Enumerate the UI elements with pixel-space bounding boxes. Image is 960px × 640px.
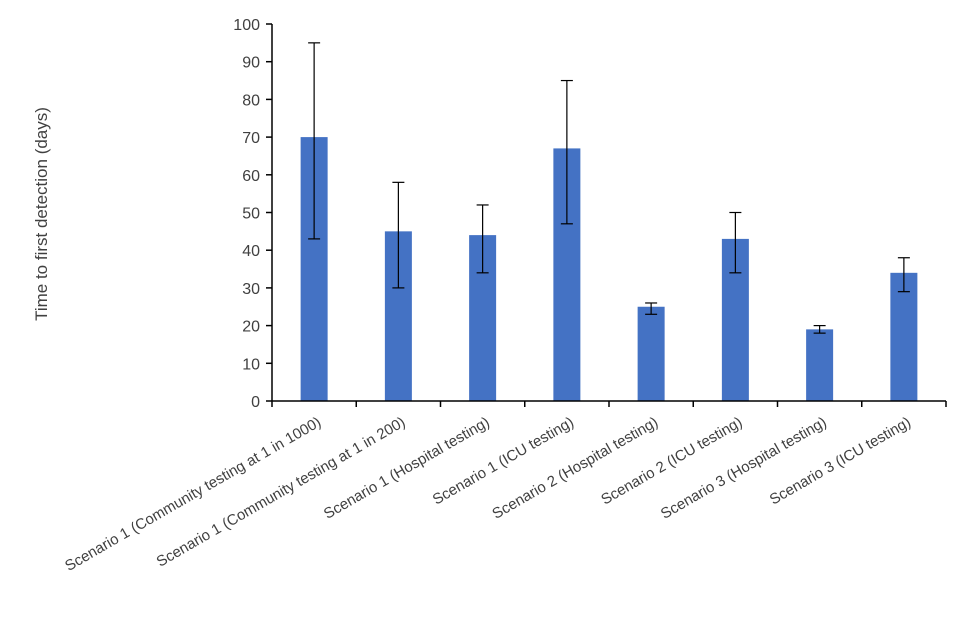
x-tick-label: Scenario 3 (Hospital testing) — [658, 414, 830, 523]
y-tick-label: 80 — [242, 92, 260, 109]
y-tick-label: 40 — [242, 243, 260, 260]
x-tick-label: Scenario 2 (ICU testing) — [598, 414, 745, 509]
y-tick-label: 10 — [242, 356, 260, 373]
y-tick-label: 100 — [233, 17, 260, 34]
y-tick-label: 60 — [242, 168, 260, 185]
bars-layer — [300, 137, 918, 401]
bar — [637, 306, 665, 401]
bar — [806, 329, 834, 401]
y-tick-label: 50 — [242, 206, 260, 223]
bar — [890, 272, 918, 401]
x-tick-label: Scenario 1 (Hospital testing) — [321, 414, 493, 523]
x-tick-label: Scenario 2 (Hospital testing) — [489, 414, 661, 523]
x-tick-label: Scenario 1 (ICU testing) — [430, 414, 577, 509]
y-tick-label: 20 — [242, 319, 260, 336]
y-axis-title: Time to first detection (days) — [32, 107, 51, 321]
y-tick-label: 70 — [242, 130, 260, 147]
y-tick-label: 0 — [251, 394, 260, 411]
axes-layer — [266, 23, 947, 407]
y-tick-label: 30 — [242, 281, 260, 298]
x-tick-label: Scenario 3 (ICU testing) — [767, 414, 914, 509]
error-bars-layer — [308, 42, 910, 334]
y-tick-label: 90 — [242, 55, 260, 72]
